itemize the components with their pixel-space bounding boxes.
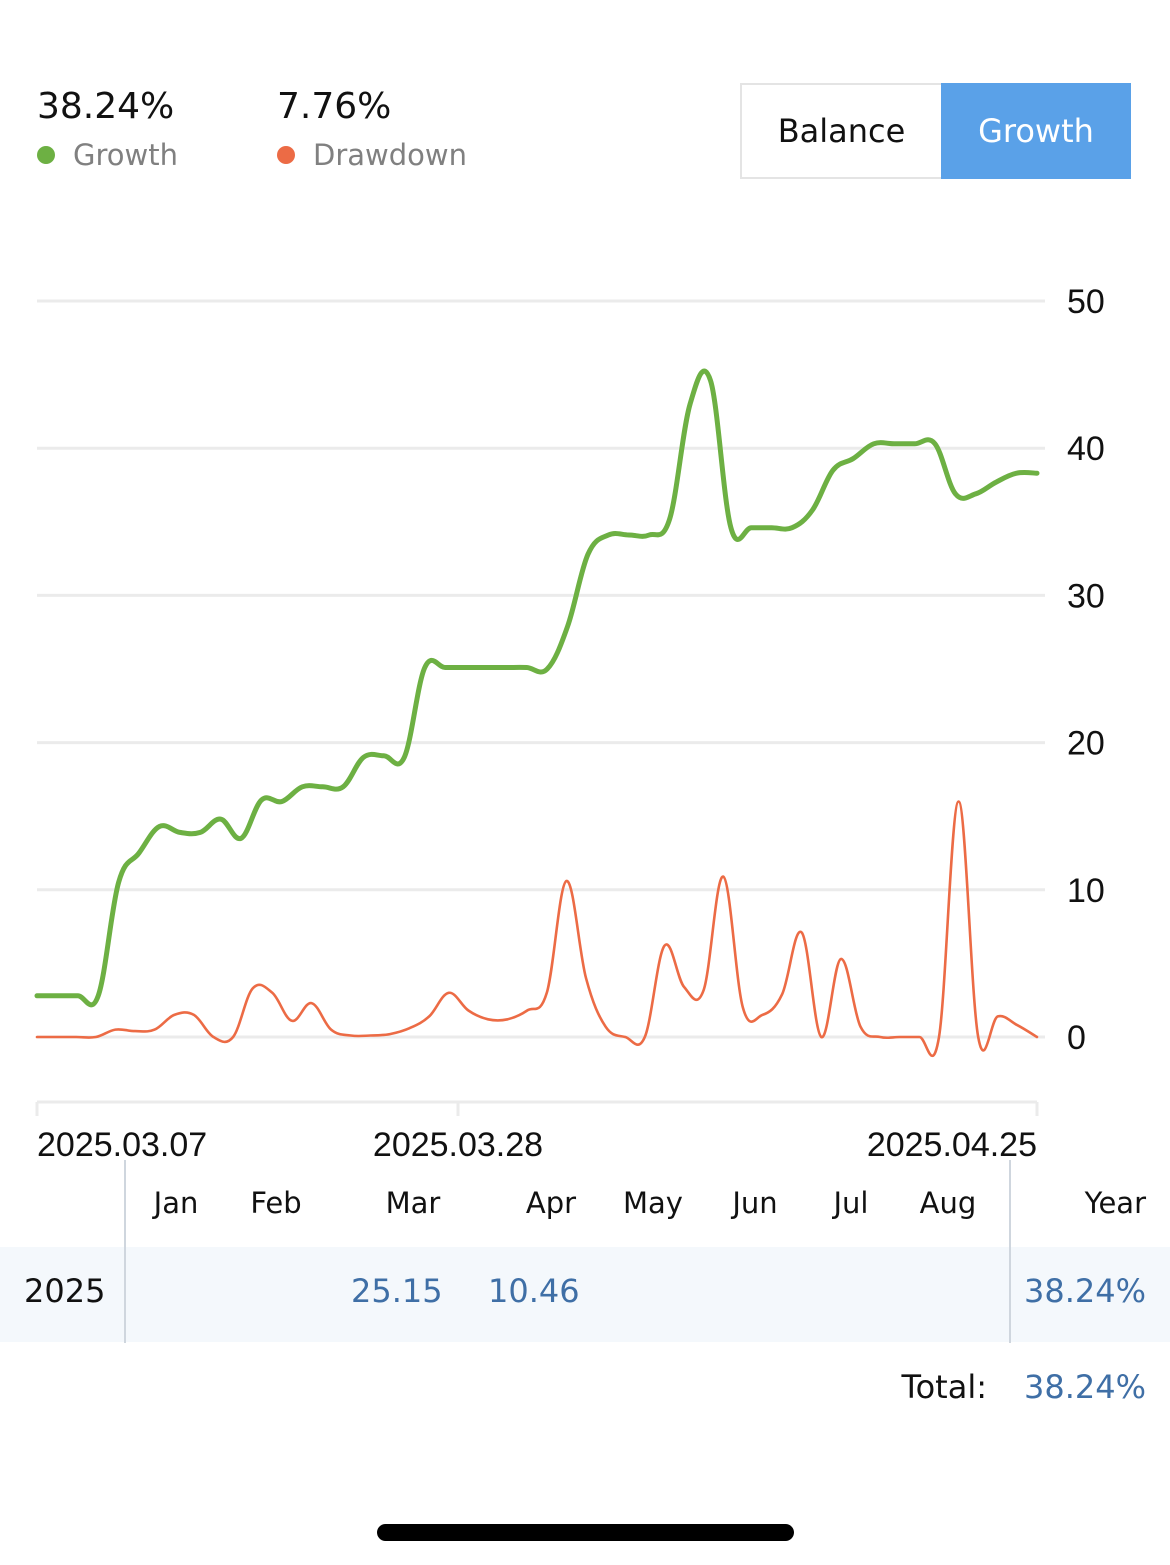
growth-series-line — [34, 368, 1040, 1008]
table-divider-left — [124, 1160, 126, 1343]
drawdown-value: 7.76% — [277, 86, 392, 127]
month-header-apr: Apr — [525, 1186, 577, 1220]
chart-mode-toggle: Balance Growth — [740, 83, 1131, 179]
drawdown-dot-icon — [277, 146, 295, 164]
month-header-feb: Feb — [250, 1186, 302, 1220]
y-axis-ticks: 0 10 20 30 40 50 — [1067, 283, 1105, 1057]
drawdown-series-line — [35, 800, 1039, 1057]
total-label: Total: — [901, 1368, 987, 1406]
home-indicator[interactable] — [377, 1524, 794, 1541]
chart-series — [34, 368, 1040, 1057]
drawdown-stat: 7.76% Drawdown — [277, 84, 467, 172]
drawdown-label: Drawdown — [313, 138, 467, 172]
growth-dot-icon — [37, 146, 55, 164]
chart-grid — [37, 299, 1045, 1039]
y-tick-label: 0 — [1067, 1019, 1086, 1057]
x-tick-label: 2025.03.28 — [373, 1126, 543, 1164]
monthly-returns-table: Jan Feb Mar Apr May Jun Jul Aug Year 202… — [0, 1160, 1170, 1420]
y-tick-label: 50 — [1067, 283, 1105, 321]
row-year-label: 2025 — [24, 1272, 106, 1310]
month-header-mar: Mar — [385, 1186, 441, 1220]
total-value: 38.24% — [1023, 1368, 1146, 1406]
balance-button[interactable]: Balance — [740, 83, 941, 179]
growth-value: 38.24% — [37, 86, 175, 127]
cell-apr-2025[interactable]: 10.46 — [488, 1272, 580, 1310]
x-axis: 2025.03.07 2025.03.28 2025.04.25 — [35, 1100, 1039, 1164]
drawdown-legend: Drawdown — [277, 138, 467, 172]
growth-chart: 0 10 20 30 40 50 2025.03.07 2025.03.28 2025.04.… — [34, 283, 1105, 1164]
y-tick-label: 10 — [1067, 872, 1105, 910]
y-tick-label: 30 — [1067, 577, 1105, 615]
year-header: Year — [1084, 1186, 1146, 1220]
month-header-jul: Jul — [833, 1186, 869, 1220]
growth-legend: Growth — [37, 138, 178, 172]
month-header-jan: Jan — [153, 1186, 199, 1220]
growth-button[interactable]: Growth — [941, 83, 1131, 179]
month-header-may: May — [623, 1186, 683, 1220]
x-tick-label: 2025.04.25 — [867, 1126, 1037, 1164]
x-tick-label: 2025.03.07 — [37, 1126, 207, 1164]
y-tick-label: 20 — [1067, 725, 1105, 763]
growth-stat: 38.24% Growth — [37, 84, 178, 172]
month-header-aug: Aug — [919, 1186, 977, 1220]
cell-mar-2025[interactable]: 25.15 — [351, 1272, 443, 1310]
table-row — [0, 1247, 1170, 1342]
y-tick-label: 40 — [1067, 430, 1105, 468]
table-divider-right — [1009, 1160, 1011, 1343]
growth-label: Growth — [73, 138, 178, 172]
month-header-jun: Jun — [732, 1186, 778, 1220]
cell-year-2025[interactable]: 38.24% — [1023, 1272, 1146, 1310]
